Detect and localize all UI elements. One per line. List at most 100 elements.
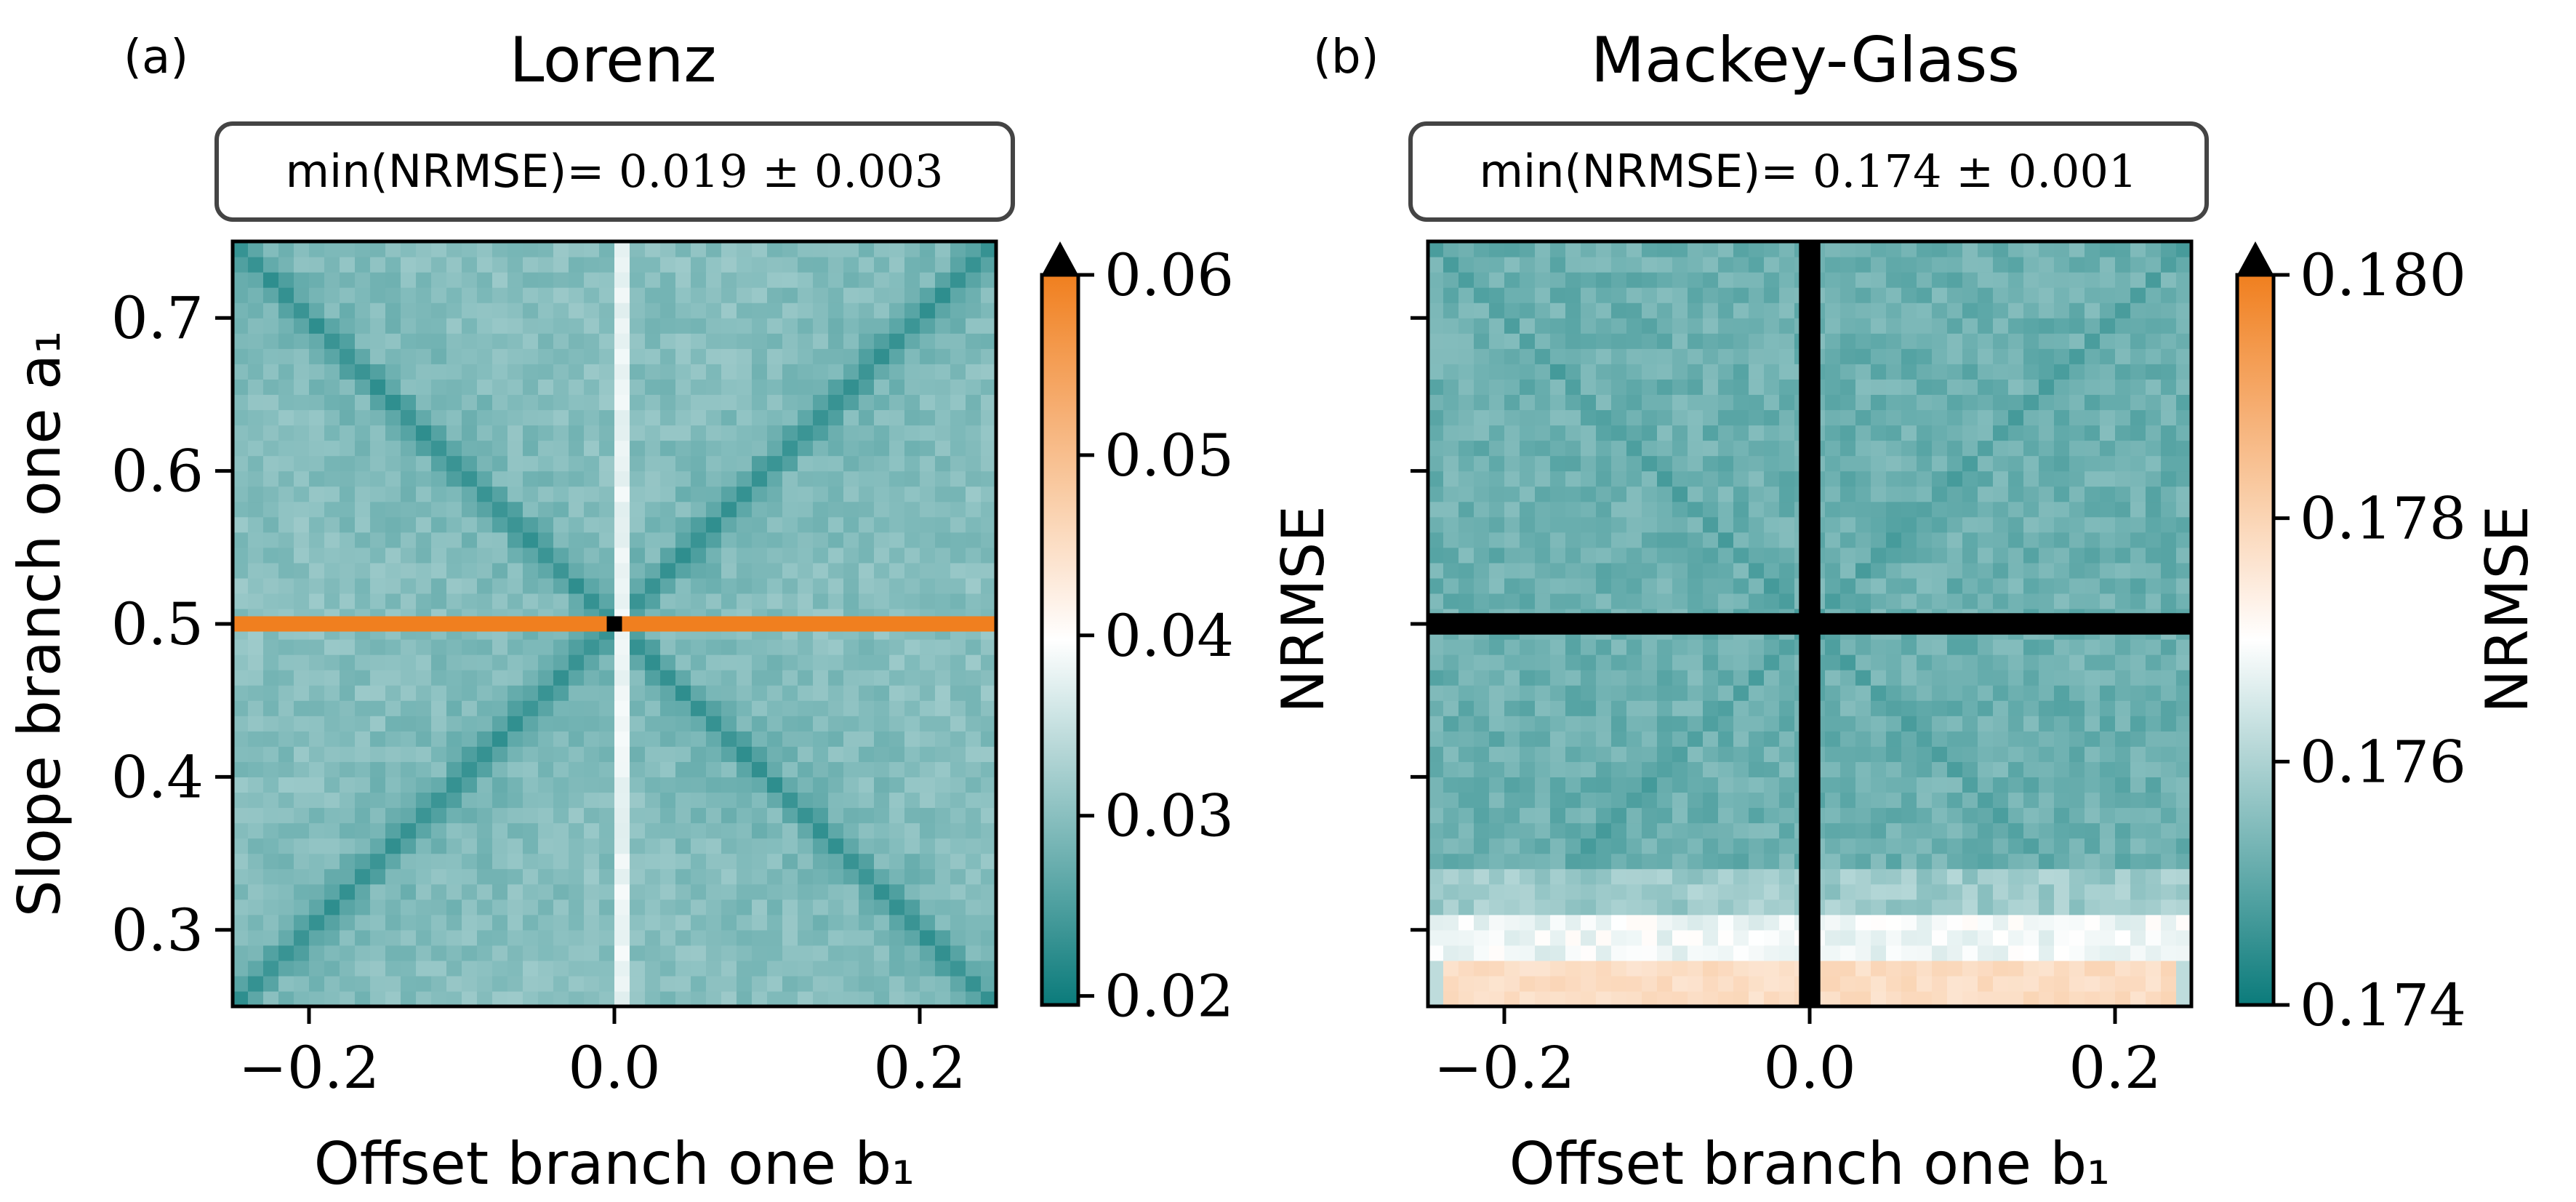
- heatmap-cell: [2069, 409, 2085, 426]
- heatmap-cell: [2069, 945, 2085, 961]
- heatmap-cell: [599, 838, 615, 854]
- heatmap-cell: [416, 685, 432, 701]
- heatmap-cell: [782, 470, 798, 487]
- heatmap-cell: [2023, 685, 2039, 701]
- heatmap-cell: [1428, 792, 1444, 809]
- heatmap-cell: [2039, 562, 2055, 579]
- heatmap-cell: [1458, 409, 1474, 426]
- heatmap-cell: [767, 470, 783, 487]
- heatmap-cell: [1733, 425, 1749, 441]
- heatmap-cell: [1550, 792, 1566, 809]
- heatmap-cell: [2054, 440, 2070, 457]
- heatmap-cell: [889, 455, 905, 472]
- heatmap-cell: [2069, 318, 2085, 334]
- heatmap-cell: [2069, 562, 2085, 579]
- heatmap-cell: [675, 577, 691, 594]
- heatmap-cell: [660, 838, 676, 854]
- heatmap-cell: [1978, 394, 1994, 411]
- heatmap-cell: [2161, 716, 2177, 732]
- heatmap-cell: [691, 409, 707, 426]
- heatmap-cell: [1458, 593, 1474, 609]
- heatmap-cell: [1703, 409, 1719, 426]
- heatmap-cell: [767, 945, 783, 961]
- heatmap-cell: [1520, 257, 1536, 273]
- heatmap-cell: [1596, 807, 1612, 824]
- heatmap-cell: [416, 929, 432, 946]
- heatmap-cell: [523, 853, 539, 870]
- heatmap-cell: [1535, 455, 1551, 472]
- heatmap-cell: [935, 990, 951, 1007]
- heatmap-cell: [2146, 394, 2162, 411]
- heatmap-cell: [2100, 716, 2116, 732]
- heatmap-cell: [340, 899, 356, 915]
- heatmap-cell: [1626, 731, 1642, 747]
- heatmap-cell: [1474, 440, 1490, 457]
- heatmap-cell: [874, 333, 890, 349]
- heatmap-cell: [2085, 990, 2100, 1007]
- heatmap-cell: [874, 455, 890, 472]
- heatmap-cell: [1993, 593, 2009, 609]
- heatmap-cell: [2069, 884, 2085, 900]
- heatmap-cell: [523, 470, 539, 487]
- heatmap-cell: [1749, 792, 1765, 809]
- heatmap-cell: [675, 822, 691, 839]
- heatmap-cell: [859, 532, 875, 548]
- heatmap-cell: [1596, 700, 1612, 716]
- heatmap-cell: [1535, 945, 1551, 961]
- heatmap-cell: [1688, 792, 1704, 809]
- heatmap-cell: [828, 822, 844, 839]
- heatmap-cell: [813, 792, 829, 809]
- heatmap-cell: [2039, 440, 2055, 457]
- heatmap-cell: [523, 287, 539, 303]
- heatmap-cell: [1733, 593, 1749, 609]
- heatmap-cell: [1901, 562, 1917, 579]
- heatmap-cell: [614, 532, 630, 548]
- heatmap-cell: [2085, 868, 2100, 885]
- heatmap-cell: [1535, 914, 1551, 931]
- heatmap-cell: [1703, 639, 1719, 655]
- heatmap-cell: [1504, 670, 1520, 686]
- heatmap-cell: [813, 899, 829, 915]
- heatmap-cell: [233, 348, 249, 364]
- heatmap-cell: [1458, 455, 1474, 472]
- heatmap-cell: [1779, 379, 1795, 395]
- heatmap-cell: [1871, 272, 1887, 288]
- heatmap-cell: [1855, 975, 1871, 992]
- heatmap-cell: [1672, 516, 1688, 533]
- heatmap-cell: [1520, 394, 1536, 411]
- heatmap-cell: [2023, 287, 2039, 303]
- heatmap-cell: [828, 670, 844, 686]
- heatmap-cell: [1962, 455, 1978, 472]
- heatmap-cell: [340, 318, 356, 334]
- heatmap-cell: [538, 257, 554, 273]
- heatmap-cell: [446, 838, 462, 854]
- heatmap-cell: [248, 716, 264, 732]
- heatmap-cell: [1962, 716, 1978, 732]
- heatmap-cell: [828, 440, 844, 457]
- heatmap-cell: [2008, 822, 2024, 839]
- heatmap-cell: [1626, 318, 1642, 334]
- heatmap-cell: [294, 884, 310, 900]
- heatmap-cell: [1825, 501, 1841, 518]
- heatmap-cell: [859, 333, 875, 349]
- heatmap-cell: [538, 486, 554, 502]
- heatmap-cell: [660, 547, 676, 564]
- heatmap-cell: [1901, 761, 1917, 777]
- heatmap-cell: [660, 777, 676, 793]
- heatmap-cell: [2115, 654, 2131, 670]
- heatmap-cell: [431, 532, 447, 548]
- heatmap-cell: [355, 975, 371, 992]
- heatmap-cell: [446, 807, 462, 824]
- heatmap-cell: [1672, 501, 1688, 518]
- heatmap-cell: [1657, 670, 1673, 686]
- heatmap-cell: [935, 853, 951, 870]
- heatmap-cell: [843, 302, 859, 318]
- heatmap-cell: [1581, 364, 1597, 380]
- heatmap-cell: [1474, 960, 1490, 977]
- heatmap-cell: [1901, 639, 1917, 655]
- heatmap-cell: [1626, 593, 1642, 609]
- heatmap-cell: [950, 302, 966, 318]
- heatmap-cell: [340, 746, 356, 762]
- heatmap-cell: [1855, 287, 1871, 303]
- heatmap-cell: [1535, 562, 1551, 579]
